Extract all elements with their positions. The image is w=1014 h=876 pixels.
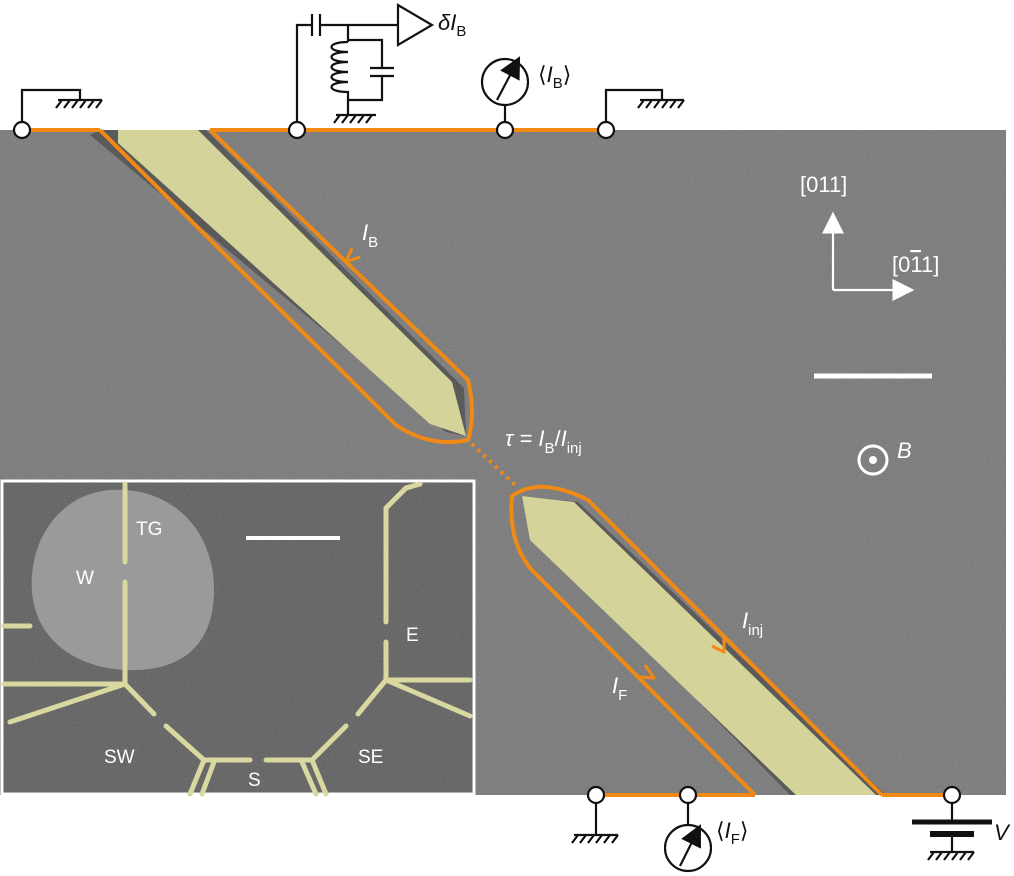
bottom-wiring bbox=[571, 795, 992, 873]
b-field-dot bbox=[869, 456, 877, 464]
ground-rlc-symbol bbox=[333, 113, 376, 124]
inset-label-s: S bbox=[248, 770, 261, 791]
voltage-label: V bbox=[994, 820, 1011, 845]
inset-label-w: W bbox=[76, 568, 94, 589]
contact-top-ammeter bbox=[495, 120, 515, 140]
capacitor-shunt-wire bbox=[348, 38, 384, 102]
tau-label: τ = IB/Iinj bbox=[505, 426, 582, 457]
inset-gates bbox=[1, 481, 473, 797]
inset-gate-se bbox=[309, 677, 389, 763]
delta-ib-label: δIB bbox=[438, 10, 466, 40]
ib-label: IB bbox=[362, 220, 378, 251]
axis-0m11-label: [011] bbox=[892, 252, 939, 277]
rlc-wire bbox=[295, 23, 312, 130]
inset-gate-right-arms bbox=[383, 677, 473, 719]
contact-top-rlc bbox=[287, 120, 307, 140]
contact-bottom-battery bbox=[942, 785, 962, 805]
inset-label-tg: TG bbox=[136, 519, 162, 540]
amplifier-icon bbox=[396, 3, 435, 47]
inset-w-disk bbox=[31, 489, 214, 671]
gate-finger-upper bbox=[118, 130, 466, 436]
ground-battery-symbol bbox=[927, 850, 975, 861]
iinj-label: Iinj bbox=[742, 608, 763, 639]
arrow-iinj bbox=[711, 637, 726, 654]
gate-finger-lower bbox=[522, 496, 876, 795]
ground-left-wire bbox=[20, 88, 82, 130]
ground-bottom-left-symbol bbox=[571, 833, 619, 844]
arrow-if bbox=[639, 664, 656, 680]
ammeter-if-needle bbox=[679, 824, 701, 867]
inset-label-se: SE bbox=[358, 747, 383, 768]
contact-bottom-ground bbox=[586, 785, 606, 805]
contact-top-left bbox=[12, 120, 32, 140]
tunneling-dotted-path bbox=[470, 442, 518, 488]
edge-channel-upper-loop bbox=[98, 128, 474, 445]
contact-top-right bbox=[596, 120, 616, 140]
ground-right-symbol bbox=[637, 98, 685, 109]
ammeter-ib-needle bbox=[496, 56, 521, 101]
arrow-ib bbox=[344, 247, 361, 264]
axis-011-label: [011] bbox=[800, 172, 847, 197]
edge-channel-lower-loop bbox=[509, 485, 884, 797]
top-contacts bbox=[12, 120, 616, 140]
ground-right-wire bbox=[604, 88, 664, 130]
b-field-label: B bbox=[897, 438, 912, 463]
if-label: IF bbox=[612, 673, 627, 704]
inset-gate-s-legs bbox=[187, 757, 329, 797]
avg-ib-label: ⟨IB⟩ bbox=[538, 62, 571, 92]
contact-bottom-ammeter bbox=[678, 785, 698, 805]
inset-label-sw: SW bbox=[104, 747, 135, 768]
inductor-coil-icon bbox=[330, 40, 350, 115]
bottom-contacts bbox=[586, 785, 962, 805]
crystal-axes bbox=[822, 211, 915, 301]
ground-left-symbol bbox=[55, 98, 103, 109]
top-wiring bbox=[20, 3, 685, 130]
inset-gate-e-top bbox=[383, 481, 423, 511]
ammeter-ib-icon bbox=[480, 57, 530, 107]
inset: TG W E SW S SE bbox=[0, 479, 476, 797]
inset-gate-left-arms bbox=[1, 681, 128, 725]
b-field-out-of-plane-icon bbox=[857, 444, 889, 476]
edge-channels bbox=[22, 128, 952, 797]
inset-gate-sw bbox=[122, 681, 207, 763]
inset-label-e: E bbox=[406, 625, 419, 646]
avg-if-label: ⟨IF⟩ bbox=[716, 818, 748, 848]
